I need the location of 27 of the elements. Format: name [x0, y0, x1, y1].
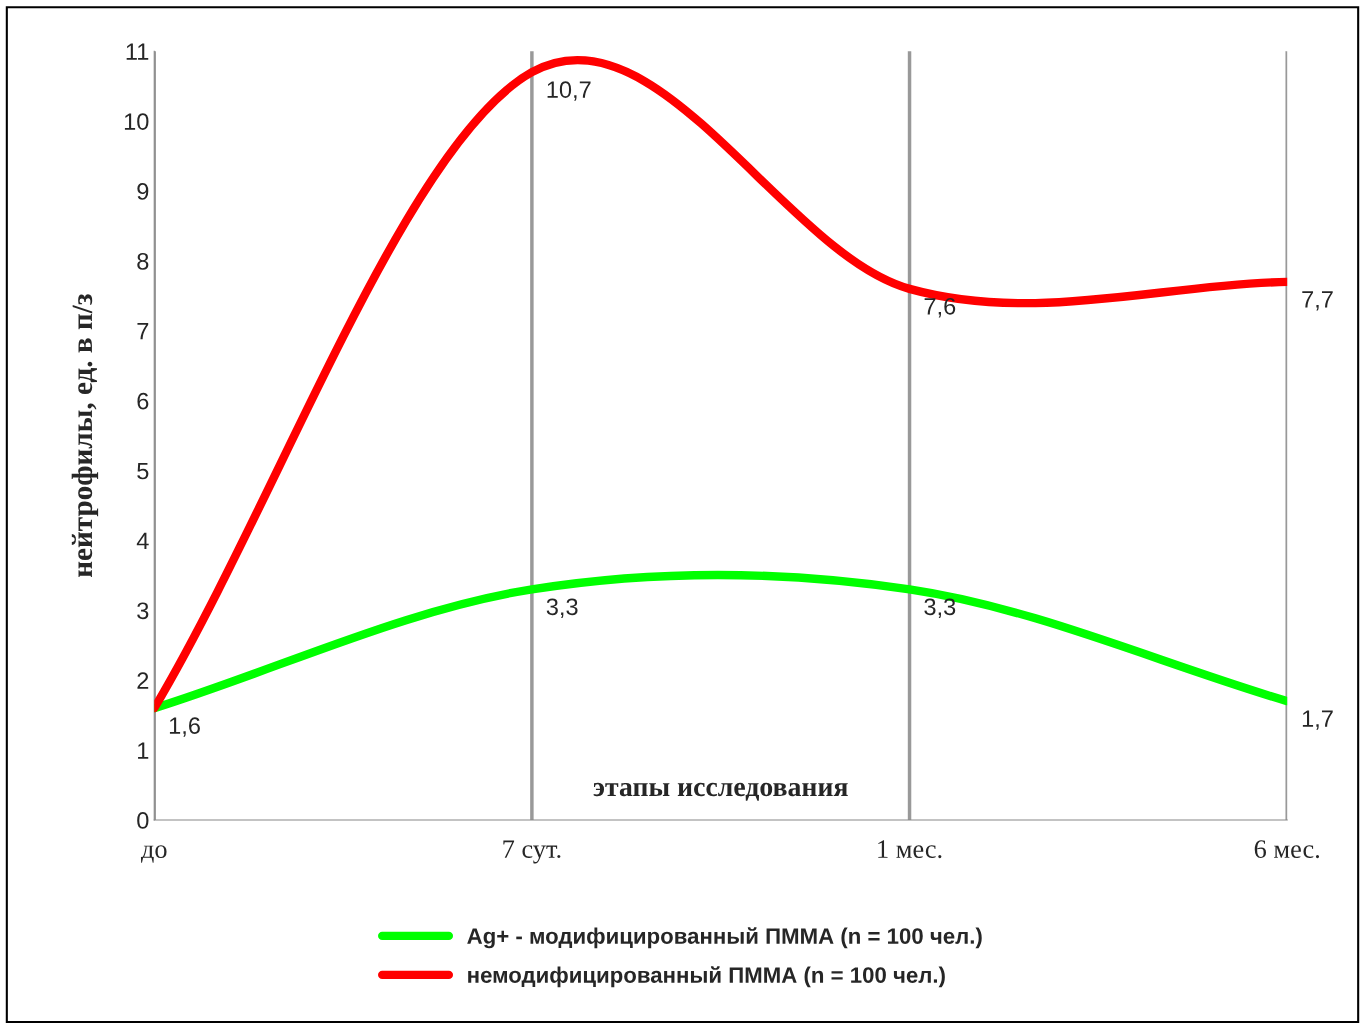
data-label: 10,7	[547, 81, 591, 101]
y-tick-label: 10	[124, 113, 149, 130]
x-tick-label: 1 мес.	[878, 840, 942, 859]
legend-label: немодифицированный ПММА (n = 100 чел.)	[468, 966, 945, 988]
y-axis-title: нейтрофилы, ед. в п/з	[71, 294, 99, 578]
y-tick-label: 4	[136, 532, 149, 550]
y-tick-label: 3	[137, 602, 149, 620]
x-tick-label: до	[140, 845, 167, 863]
y-tick-label: 2	[137, 672, 149, 689]
data-label: 3,3	[546, 598, 578, 618]
y-tick-label: 0	[137, 812, 149, 829]
legend-label: Ag+ - модифицированный ПММА (n = 100 чел.)	[467, 927, 982, 949]
x-axis-title: этапы исследования	[593, 782, 848, 801]
y-tick-label: 9	[137, 183, 149, 200]
y-tick-label: 7	[137, 323, 149, 340]
data-label: 1,6	[169, 717, 200, 737]
y-tick-label: 6	[137, 392, 149, 410]
data-label: 3,3	[924, 598, 956, 618]
x-tick-label: 6 мес.	[1254, 840, 1320, 859]
y-tick-label: 8	[137, 252, 149, 270]
y-tick-label: 11	[126, 43, 149, 60]
data-label: 7,6	[924, 297, 956, 318]
y-tick-label: 5	[137, 462, 149, 480]
x-tick-label: 7 сут.	[503, 840, 561, 864]
data-label: 1,7	[1302, 710, 1333, 730]
y-tick-label: 1	[138, 742, 149, 759]
data-label: 7,7	[1302, 291, 1333, 311]
